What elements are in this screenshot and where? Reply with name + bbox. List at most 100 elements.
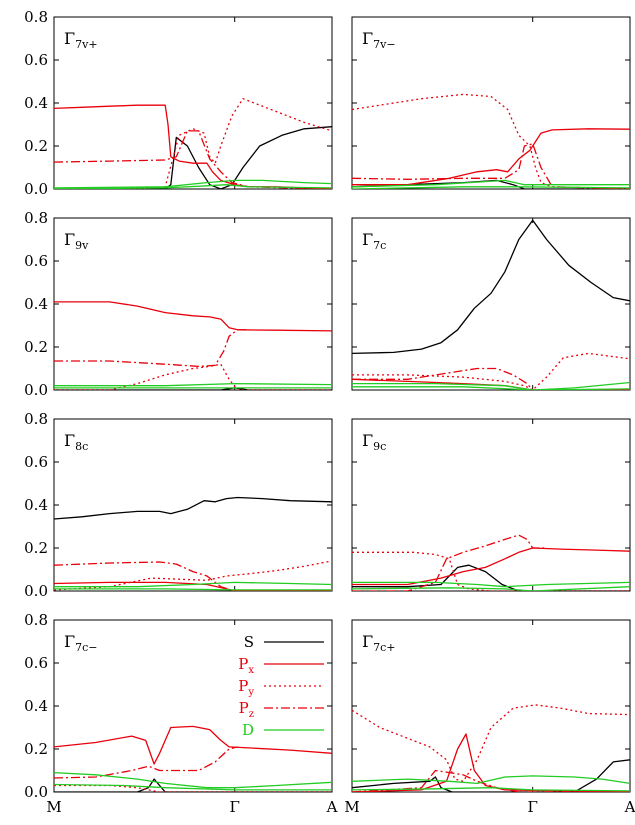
series-line-py <box>352 551 630 591</box>
series-line-s <box>54 126 332 189</box>
series-line-s <box>54 778 332 792</box>
series-line-py <box>352 704 630 782</box>
legend-label: Py <box>238 677 254 698</box>
series-line-pz <box>352 143 630 189</box>
series-group <box>54 301 332 390</box>
series-line-d2 <box>54 184 332 189</box>
panel-6: Γ9c <box>351 418 631 592</box>
y-tick-label: 0.6 <box>24 654 48 672</box>
series-line-s <box>352 219 630 355</box>
series-line-pz <box>352 534 547 591</box>
y-tick-label: 0.2 <box>24 539 48 557</box>
y-tick-label: 0.2 <box>24 137 48 155</box>
series-line-py <box>352 93 630 189</box>
panel-7: 0.0 0.2 0.4 0.6 0.8 Γ7c− M Γ A <box>24 611 337 816</box>
series-line-px <box>54 581 332 591</box>
y-tick-label: 0.4 <box>24 94 48 112</box>
series-line-d <box>54 771 332 789</box>
panel-1: 0.0 0.2 0.4 0.6 0.8 Γ7v+ <box>24 8 333 198</box>
x-tick-label: Γ <box>527 798 537 816</box>
series-line-s <box>352 759 630 792</box>
plot-frame <box>351 217 631 391</box>
series-line-d2 <box>352 586 630 591</box>
series-group <box>352 219 630 390</box>
x-tick-label: A <box>624 798 635 816</box>
series-line-d <box>352 381 630 390</box>
y-tick-label: 0.4 <box>24 496 48 514</box>
series-line-s <box>54 496 332 520</box>
series-line-d2 <box>54 588 332 591</box>
legend-label: Pz <box>239 699 254 720</box>
y-tick-label: 0.0 <box>24 582 48 600</box>
x-tick-label: Γ <box>229 798 239 816</box>
series-line-d2 <box>352 186 630 189</box>
series-line-px <box>352 547 630 586</box>
series-group <box>352 534 630 591</box>
series-line-pz <box>352 769 630 792</box>
panel-label: Γ9v <box>64 230 89 252</box>
plot-frame <box>53 217 333 391</box>
y-tick-label: 0.0 <box>24 783 48 801</box>
panel-4: Γ7c <box>351 217 631 391</box>
series-line-d2 <box>54 783 332 791</box>
series-line-px <box>54 104 332 189</box>
x-tick-label: A <box>326 798 338 816</box>
panel-5: 0.0 0.2 0.4 0.6 0.8 Γ8c <box>24 410 333 600</box>
series-line-d <box>352 775 630 785</box>
panel-label: Γ7c <box>362 230 386 252</box>
series-line-s <box>352 564 630 591</box>
panel-8: Γ7c+ M Γ A <box>344 619 635 816</box>
y-tick-label: 0.4 <box>24 697 48 715</box>
series-group <box>54 496 332 591</box>
panel-label: Γ7c+ <box>362 632 396 654</box>
panel-3: 0.0 0.2 0.4 0.6 0.8 Γ9v <box>24 209 333 399</box>
series-line-px <box>54 725 332 765</box>
y-tick-label: 0.0 <box>24 180 48 198</box>
series-line-d2 <box>352 787 630 792</box>
series-line-d <box>352 179 630 188</box>
y-tick-label: 0.8 <box>24 410 48 428</box>
y-tick-label: 0.2 <box>24 740 48 758</box>
series-line-py <box>54 98 332 189</box>
y-tick-label: 0.6 <box>24 252 48 270</box>
y-tick-label: 0.4 <box>24 295 48 313</box>
panel-label: Γ7c− <box>64 632 98 654</box>
series-group <box>54 725 332 792</box>
y-tick-label: 0.6 <box>24 51 48 69</box>
legend-label: D <box>242 721 254 739</box>
series-line-d <box>54 179 332 189</box>
series-line-px <box>352 128 630 186</box>
series-group <box>54 98 332 189</box>
series-line-d <box>54 581 332 588</box>
series-line-pz <box>54 329 249 368</box>
series-line-pz <box>352 367 630 390</box>
series-group <box>352 93 630 189</box>
y-tick-label: 0.8 <box>24 611 48 629</box>
series-line-py <box>54 363 332 390</box>
series-line-d <box>352 581 630 588</box>
legend-label: Px <box>238 655 254 676</box>
series-line-d <box>54 382 332 387</box>
series-line-py <box>54 560 332 591</box>
plot-frame <box>53 418 333 592</box>
series-line-pz <box>54 746 238 779</box>
panel-label: Γ7v+ <box>64 29 98 51</box>
series-line-px <box>54 301 332 332</box>
panel-2: Γ7v− <box>351 16 631 190</box>
panel-label: Γ9c <box>362 431 386 453</box>
legend-label: S <box>244 633 254 651</box>
panel-label: Γ8c <box>64 431 88 453</box>
y-tick-label: 0.6 <box>24 453 48 471</box>
series-line-pz <box>54 130 332 189</box>
y-tick-label: 0.2 <box>24 338 48 356</box>
x-tick-label: M <box>344 798 359 816</box>
y-tick-label: 0.8 <box>24 209 48 227</box>
y-tick-label: 0.8 <box>24 8 48 26</box>
x-tick-label: M <box>46 798 61 816</box>
series-group <box>352 704 630 792</box>
panel-label: Γ7v− <box>362 29 396 51</box>
y-tick-label: 0.0 <box>24 381 48 399</box>
series-line-d2 <box>352 386 630 390</box>
